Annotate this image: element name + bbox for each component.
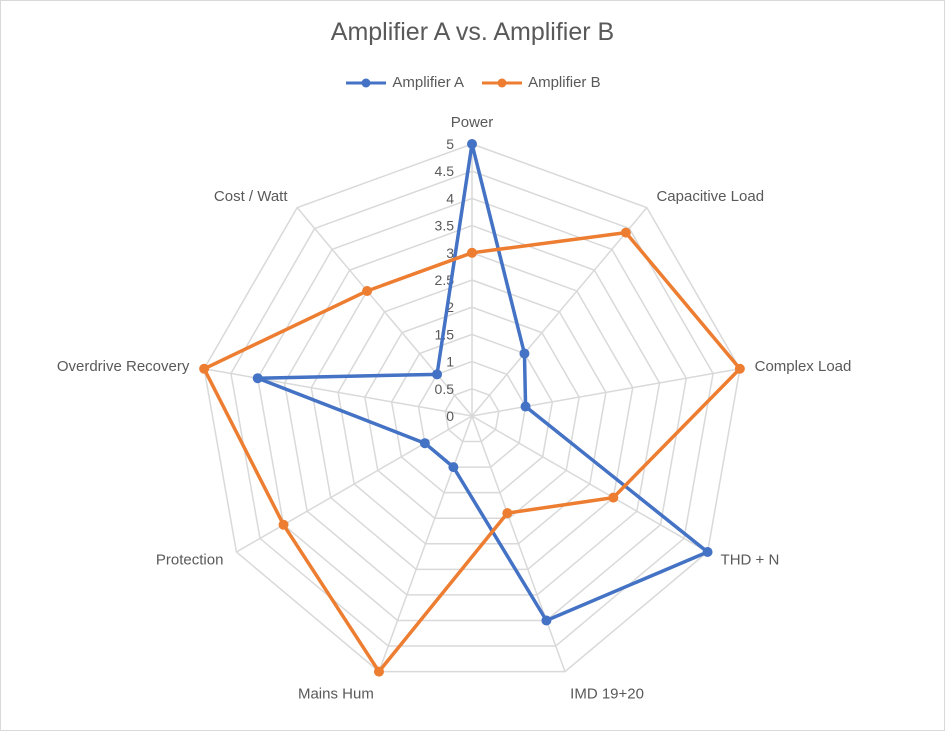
- legend-label-amplifier-b: Amplifier B: [528, 74, 601, 91]
- data-point-amplifier-a-protection: [419, 438, 430, 449]
- data-point-amplifier-b-capacitive-load: [620, 227, 631, 238]
- data-point-amplifier-b-thd-n: [608, 492, 619, 503]
- grid-ring: [310, 252, 634, 571]
- grid-ring: [364, 306, 580, 519]
- category-label-imd-19-20: IMD 19+20: [570, 686, 644, 703]
- data-point-amplifier-b-cost-watt: [362, 285, 373, 296]
- tick-label: 3.5: [435, 218, 455, 234]
- category-labels: Power Capacitive Load Complex Load THD + N I…: [57, 114, 852, 703]
- grid-ring: [390, 333, 554, 494]
- grid-spoke: [471, 415, 566, 672]
- tick-label: 0.5: [435, 381, 455, 397]
- tick-label: 4.5: [435, 163, 455, 179]
- tick-label: 0: [446, 408, 454, 424]
- grid-ring: [417, 360, 527, 468]
- data-point-amplifier-a-complex-load: [520, 401, 531, 412]
- data-point-amplifier-b-mains-hum: [373, 666, 384, 677]
- data-point-amplifier-a-mains-hum: [448, 462, 459, 473]
- tick-label: 1: [446, 354, 454, 370]
- tick-label: 3: [446, 245, 454, 261]
- legend-swatch-amplifier-b: [482, 78, 523, 87]
- grid-spoke: [204, 368, 473, 417]
- tick-label: 4: [446, 190, 454, 206]
- category-label-capacitive-load: Capacitive Load: [656, 188, 764, 205]
- tick-label: 5: [446, 136, 454, 152]
- series-line-amplifier-a: [255, 142, 710, 623]
- grid-spoke: [236, 415, 473, 553]
- grid-ring: [283, 224, 661, 596]
- data-point-amplifier-a-capacitive-load: [519, 348, 530, 359]
- radar-grid: [203, 143, 741, 673]
- data-point-amplifier-a-cost-watt: [432, 369, 443, 380]
- grid-ring: [256, 197, 688, 622]
- data-point-amplifier-a-thd-n: [702, 547, 713, 557]
- category-label-overdrive-recovery: Overdrive Recovery: [57, 358, 190, 375]
- grid-ring: [444, 388, 500, 443]
- data-point-amplifier-b-imd-19-20: [502, 508, 513, 519]
- category-label-thd-n: THD + N: [721, 552, 780, 569]
- radar-series: [199, 139, 745, 677]
- grid-spoke: [471, 368, 740, 417]
- grid-ring: [203, 143, 741, 673]
- data-point-amplifier-b-protection: [278, 519, 289, 530]
- category-label-cost-watt: Cost / Watt: [214, 188, 288, 205]
- legend-entry-amplifier-b: Amplifier B: [480, 74, 601, 91]
- chart-title: Amplifier A vs. Amplifier B: [330, 18, 615, 46]
- data-point-amplifier-a-power: [467, 139, 477, 149]
- data-point-amplifier-b-overdrive-recovery: [199, 363, 210, 374]
- category-label-mains-hum: Mains Hum: [298, 686, 374, 703]
- data-point-amplifier-a-overdrive-recovery: [252, 373, 263, 384]
- grid-spoke: [471, 207, 648, 417]
- data-point-amplifier-b-complex-load: [734, 363, 745, 374]
- data-point-amplifier-a-imd-19-20: [541, 615, 552, 626]
- category-label-protection: Protection: [156, 552, 224, 569]
- grid-spoke: [471, 415, 708, 553]
- grid-spoke: [296, 207, 473, 417]
- tick-label: 2: [446, 299, 454, 315]
- category-label-power: Power: [451, 114, 494, 131]
- grid-ring: [230, 170, 714, 647]
- grid-spoke: [378, 415, 473, 672]
- legend-entry-amplifier-a: Amplifier A: [344, 74, 464, 91]
- legend: Amplifier A Amplifier B: [0, 74, 945, 91]
- legend-swatch-amplifier-a: [346, 78, 387, 87]
- data-point-amplifier-b-power: [467, 247, 477, 258]
- legend-label-amplifier-a: Amplifier A: [392, 74, 465, 91]
- category-label-complex-load: Complex Load: [755, 358, 852, 375]
- series-line-amplifier-b: [202, 230, 742, 674]
- grid-ring: [337, 279, 607, 545]
